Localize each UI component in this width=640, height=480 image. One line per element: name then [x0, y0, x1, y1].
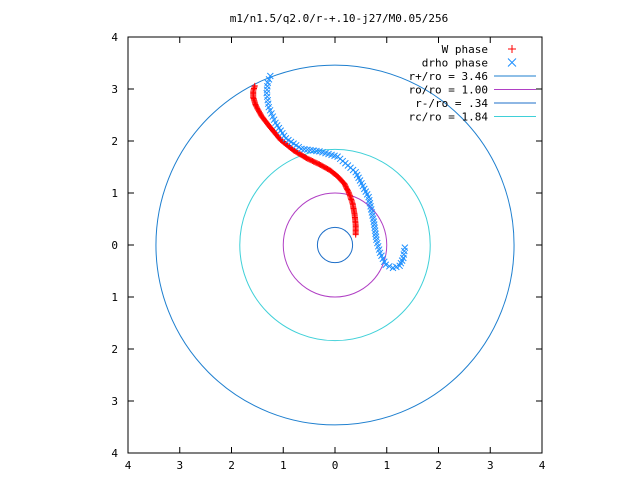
y-tick-label: 3: [111, 83, 118, 96]
x-tick-label: 0: [332, 459, 339, 472]
legend-marker-x: [507, 58, 517, 67]
w-phase-series: [250, 82, 359, 238]
x-tick-label: 1: [280, 459, 287, 472]
legend-marker-plus: [508, 45, 516, 53]
point-series: [250, 72, 409, 272]
y-tick-label: 3: [111, 395, 118, 408]
x-tick-label: 3: [176, 459, 183, 472]
legend-label: r+/ro = 3.46: [409, 70, 488, 83]
legend-label: W phase: [442, 43, 488, 56]
drho-phase-series: [263, 72, 409, 272]
drho-phase-point: [389, 264, 397, 272]
y-tick-label: 2: [111, 343, 118, 356]
y-axis: 4 3 2 1 0 1 2 3 4: [111, 31, 542, 460]
y-tick-label: 1: [111, 291, 118, 304]
y-tick-label: 4: [111, 31, 118, 44]
circle-ro: [282, 192, 388, 298]
y-tick-label: 2: [111, 135, 118, 148]
w-phase-point: [251, 82, 258, 89]
x-axis: 4 3 2 1 0 1 2 3 4: [125, 37, 546, 472]
x-tick-label: 2: [228, 459, 235, 472]
drho-phase-point: [266, 72, 274, 80]
circle-rc: [239, 148, 431, 342]
y-tick-label: 1: [111, 187, 118, 200]
x-tick-label: 2: [435, 459, 442, 472]
y-tick-label: 4: [111, 447, 118, 460]
circle-series: [155, 64, 515, 426]
x-tick-label: 1: [383, 459, 390, 472]
legend-label: r-/ro = .34: [415, 97, 488, 110]
legend-label: ro/ro = 1.00: [409, 84, 488, 97]
legend-label: rc/ro = 1.84: [409, 111, 489, 124]
x-tick-label: 4: [539, 459, 546, 472]
circle-r: [316, 226, 354, 264]
x-tick-label: 4: [125, 459, 132, 472]
y-tick-label: 0: [111, 239, 118, 252]
circle-r: [155, 64, 515, 426]
x-tick-label: 3: [487, 459, 494, 472]
chart-title: m1/n1.5/q2.0/r-+.10-j27/M0.05/256: [230, 12, 449, 25]
legend-label: drho phase: [422, 57, 488, 70]
